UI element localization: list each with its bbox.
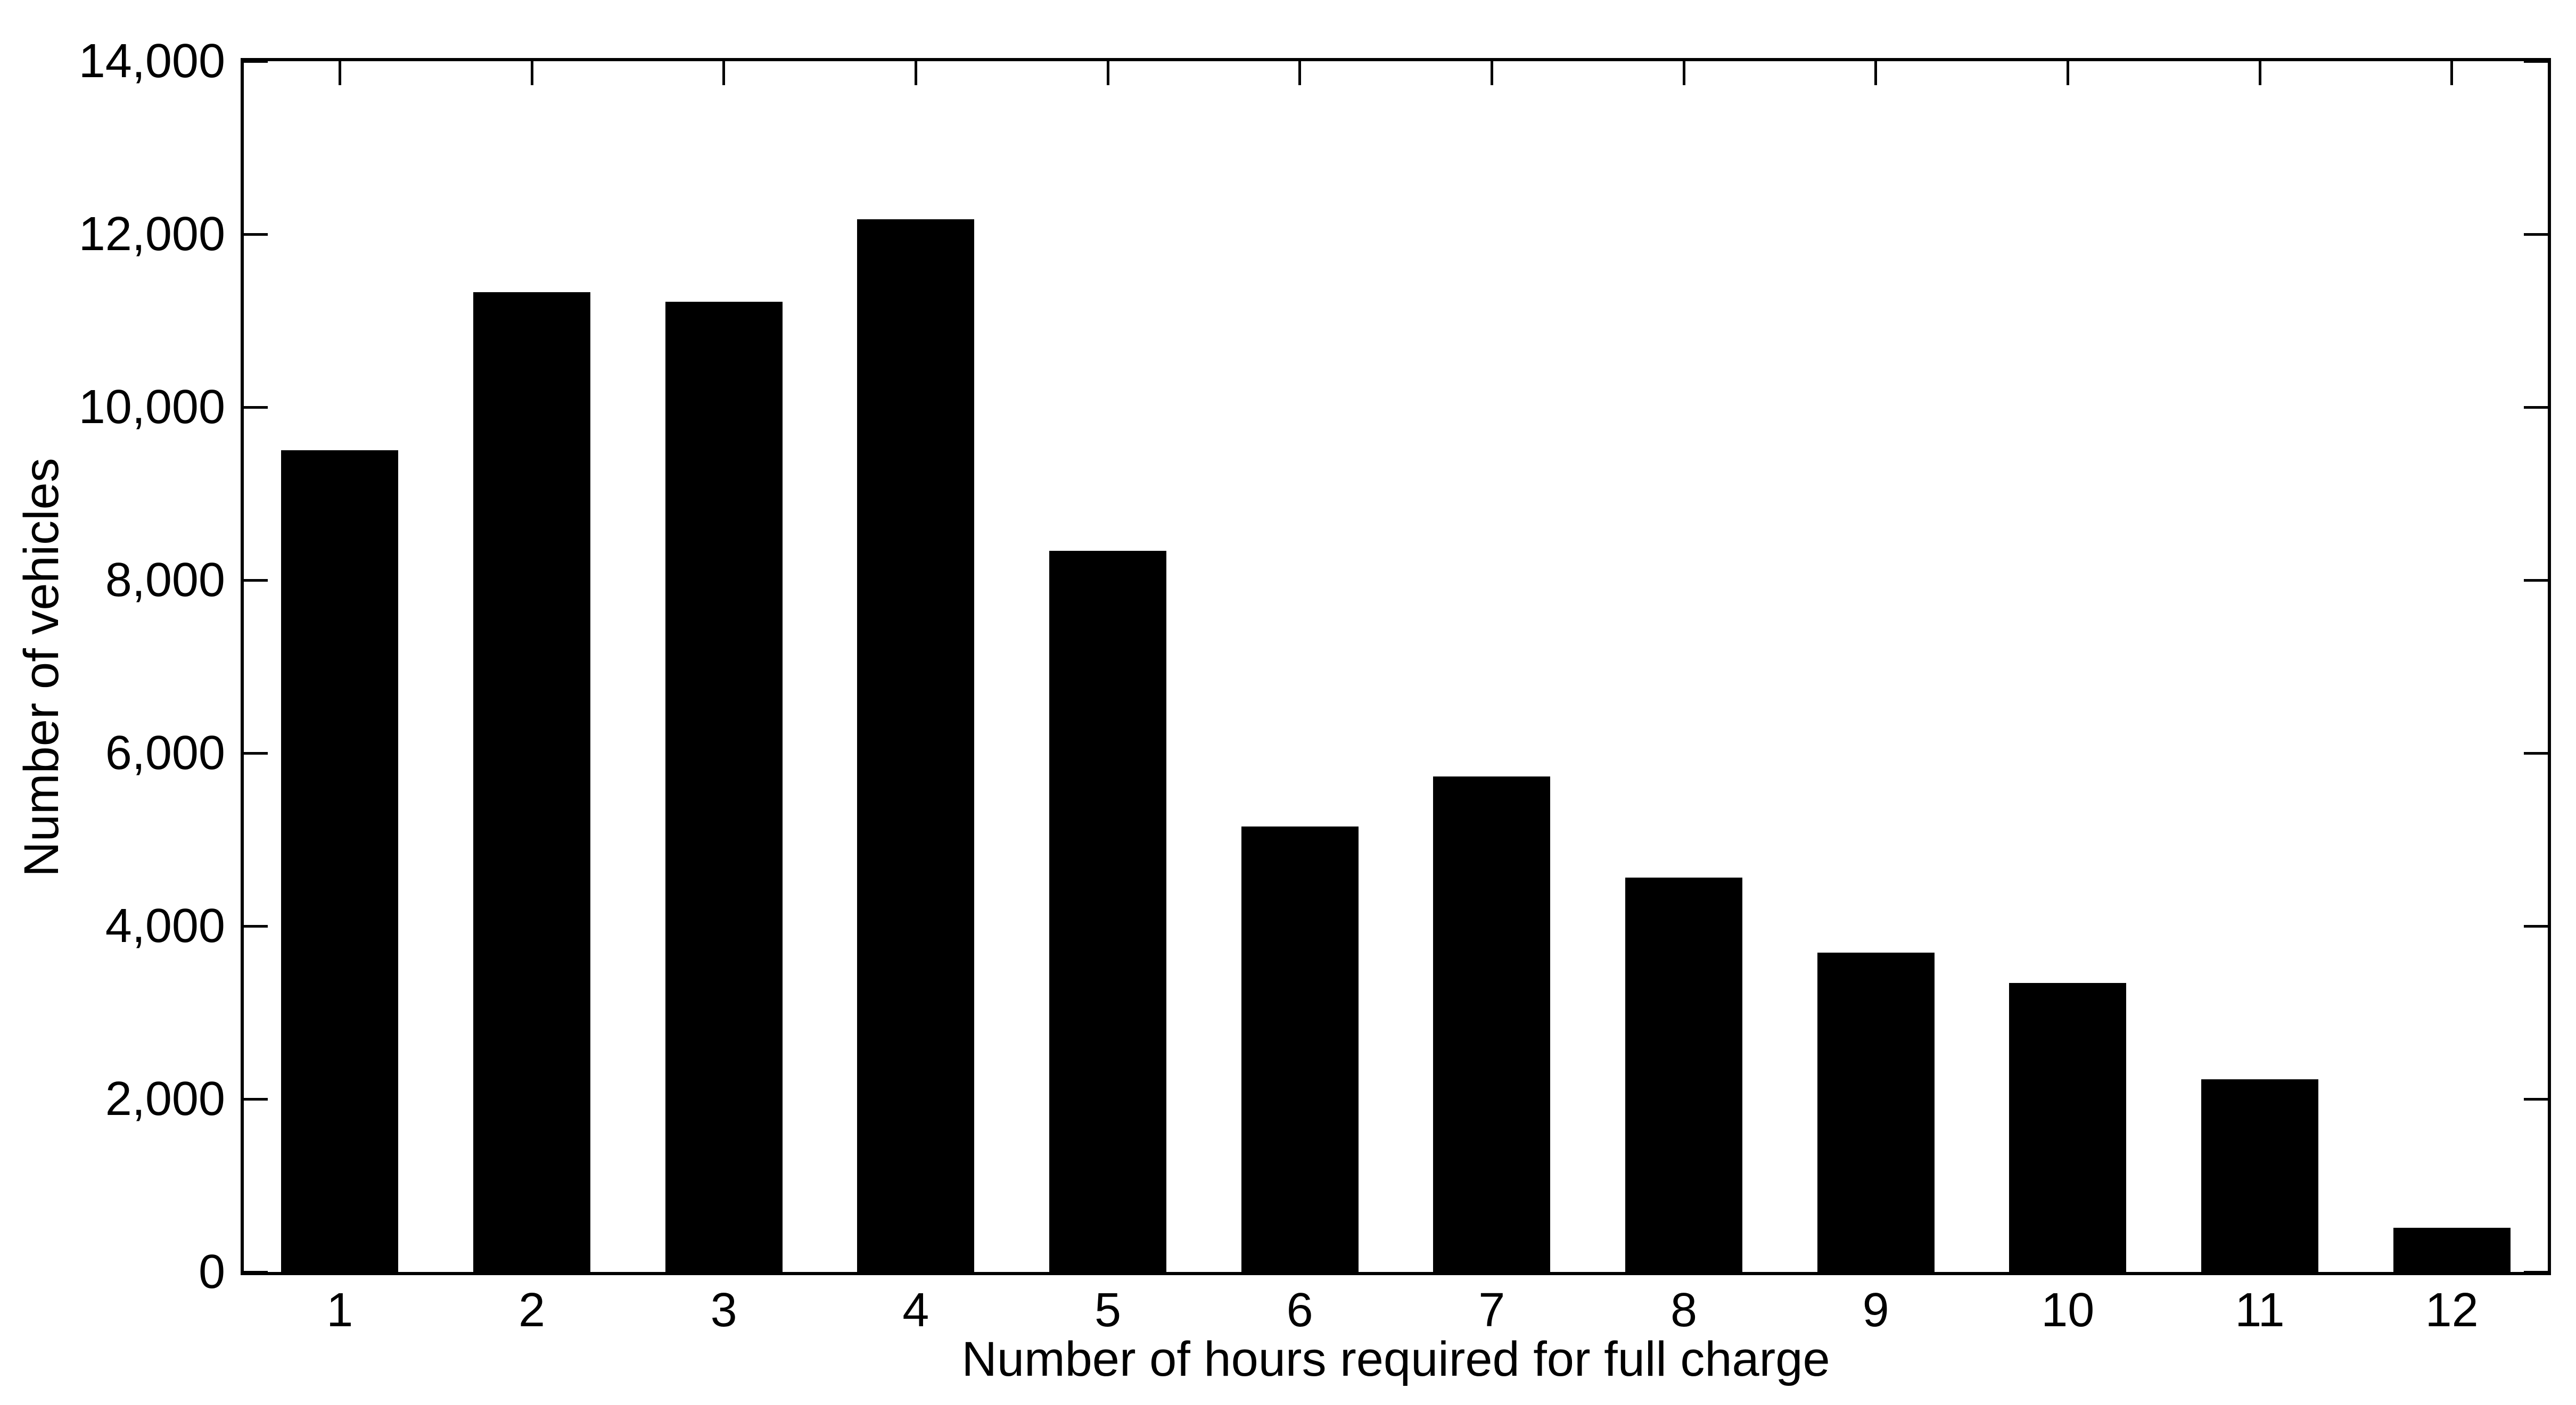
y-tick-right	[2524, 1097, 2548, 1101]
bar-hour-1	[281, 450, 399, 1272]
y-tick-label: 12,000	[78, 208, 225, 261]
x-tick-label: 2	[518, 1284, 546, 1337]
x-tick-label: 11	[2235, 1284, 2285, 1337]
y-tick-label: 2,000	[105, 1072, 225, 1126]
x-tick-top	[2066, 61, 2069, 85]
y-tick-left	[244, 1097, 268, 1101]
y-tick-right	[2524, 751, 2548, 755]
bar-hour-3	[665, 301, 783, 1272]
y-tick-label: 6,000	[105, 726, 225, 780]
x-tick-top	[2258, 61, 2261, 85]
x-tick-top	[914, 61, 917, 85]
x-tick-label: 10	[2041, 1284, 2095, 1337]
x-tick-label: 7	[1478, 1284, 1505, 1337]
y-tick-left	[244, 406, 268, 409]
y-tick-left	[244, 924, 268, 928]
x-tick-label: 3	[710, 1284, 737, 1337]
y-tick-left	[244, 1270, 268, 1274]
y-tick-right	[2524, 578, 2548, 582]
plot-box-border	[241, 58, 2551, 1275]
bar-hour-10	[2009, 983, 2127, 1272]
x-tick-label: 4	[902, 1284, 929, 1337]
y-axis-title: Number of vehicles	[14, 458, 69, 877]
x-tick-label: 1	[326, 1284, 353, 1337]
x-tick-top	[530, 61, 533, 85]
y-tick-left	[244, 233, 268, 236]
y-tick-label: 8,000	[105, 553, 225, 607]
x-tick-label: 5	[1094, 1284, 1122, 1337]
x-axis-title: Number of hours required for full charge	[961, 1332, 1830, 1386]
bar-hour-12	[2393, 1228, 2511, 1272]
y-tick-label: 0	[198, 1245, 225, 1299]
y-tick-right	[2524, 1270, 2548, 1274]
x-tick-label: 12	[2425, 1284, 2479, 1337]
y-tick-left	[244, 578, 268, 582]
x-tick-top	[1682, 61, 1685, 85]
x-tick-top	[1874, 61, 1878, 85]
y-tick-label: 14,000	[78, 35, 225, 88]
x-tick-label: 9	[1862, 1284, 1889, 1337]
y-tick-label: 10,000	[78, 381, 225, 434]
x-tick-top	[338, 61, 341, 85]
x-tick-top	[1490, 61, 1493, 85]
y-tick-right	[2524, 60, 2548, 63]
y-tick-label: 4,000	[105, 899, 225, 953]
bar-hour-11	[2201, 1079, 2318, 1272]
bar-hour-7	[1433, 776, 1551, 1272]
bar-hour-2	[473, 292, 590, 1272]
x-tick-label: 8	[1670, 1284, 1698, 1337]
x-tick-top	[1106, 61, 1109, 85]
x-tick-label: 6	[1286, 1284, 1313, 1337]
y-tick-left	[244, 751, 268, 755]
y-tick-right	[2524, 924, 2548, 928]
y-tick-right	[2524, 233, 2548, 236]
x-tick-top	[1298, 61, 1302, 85]
bar-hour-9	[1817, 953, 1935, 1272]
bar-hour-6	[1241, 827, 1359, 1272]
bar-hour-8	[1625, 878, 1742, 1272]
bar-hour-4	[857, 219, 975, 1272]
y-tick-right	[2524, 406, 2548, 409]
plot-area	[244, 60, 2548, 1274]
x-tick-top	[2450, 61, 2454, 85]
x-tick-top	[722, 61, 726, 85]
y-tick-left	[244, 60, 268, 63]
bar-hour-5	[1049, 550, 1166, 1272]
